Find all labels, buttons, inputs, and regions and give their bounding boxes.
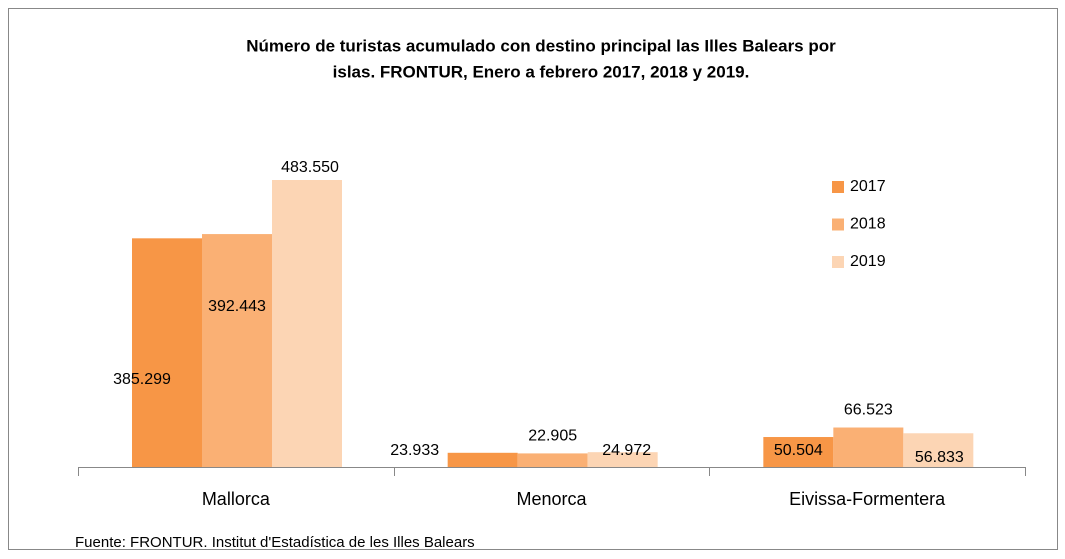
legend-swatch [832,181,844,193]
x-tick-label: Mallorca [202,489,271,509]
bar [447,452,518,467]
chart-title: Número de turistas acumulado con destino… [246,36,836,55]
data-label: 483.550 [281,159,339,176]
bar [903,433,974,467]
legend-label: 2017 [850,178,886,195]
data-label: 50.504 [774,442,823,459]
data-label: 66.523 [844,402,893,419]
bar [587,452,658,467]
source-note: Fuente: FRONTUR. Institut d'Estadística … [75,534,475,551]
legend-label: 2019 [850,253,886,270]
x-tick-label: Eivissa-Formentera [789,489,946,509]
data-label: 22.905 [528,428,577,445]
data-label: 392.443 [208,298,266,315]
legend-swatch [832,218,844,231]
x-tick-label: Menorca [516,489,587,509]
data-label: 56.833 [915,449,964,466]
bar [833,427,904,467]
data-label: 24.972 [602,442,651,459]
data-label: 23.933 [390,442,439,459]
bar [202,234,272,467]
bar [763,437,834,467]
legend-swatch [832,256,844,268]
bar [272,180,342,467]
chart-title: islas. FRONTUR, Enero a febrero 2017, 20… [333,62,750,81]
bar [517,453,588,467]
bar [132,238,202,467]
legend-label: 2018 [850,216,886,233]
data-label: 385.299 [113,371,171,388]
